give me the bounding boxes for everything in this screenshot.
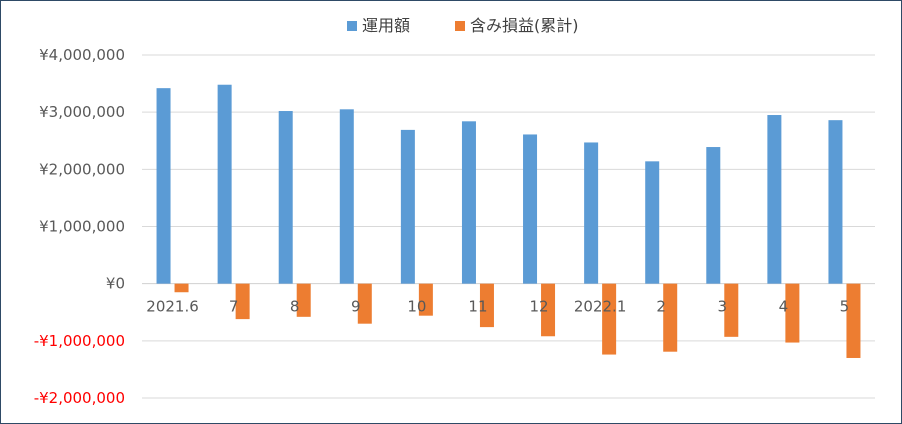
y-tick-label: -¥2,000,000 xyxy=(34,389,125,407)
x-category-label: 4 xyxy=(779,298,789,316)
y-tick-label: ¥4,000,000 xyxy=(39,46,125,64)
bar-fukumi-soneki xyxy=(479,283,494,328)
bar-fukumi-soneki xyxy=(663,283,678,352)
bar-fukumi-soneki xyxy=(846,283,861,358)
x-axis-categories: 2021.6 7 8 9 10 11 12 2022.1 2 3 4 5 xyxy=(146,298,849,316)
bar-unyougaku xyxy=(339,109,354,284)
bar-unyougaku xyxy=(278,111,293,284)
bar-unyougaku xyxy=(645,161,660,284)
x-category-label: 11 xyxy=(468,298,487,316)
bar-unyougaku xyxy=(217,84,232,284)
bar-fukumi-soneki xyxy=(602,283,617,355)
x-category-label: 7 xyxy=(229,298,239,316)
bar-fukumi-soneki xyxy=(357,283,372,324)
x-category-label: 8 xyxy=(290,298,300,316)
legend-label: 含み損益(累計) xyxy=(470,16,579,35)
bar-unyougaku xyxy=(156,88,171,284)
bar-fukumi-soneki xyxy=(235,283,250,320)
bar-unyougaku xyxy=(584,142,599,284)
bar-unyougaku xyxy=(828,120,843,284)
y-tick-label: ¥0 xyxy=(106,275,125,293)
x-category-label: 2022.1 xyxy=(574,298,627,316)
x-category-label: 2021.6 xyxy=(146,298,199,316)
bar-fukumi-soneki xyxy=(785,283,800,343)
bar-unyougaku xyxy=(400,129,415,284)
legend-swatch xyxy=(455,21,465,31)
bar-unyougaku xyxy=(461,121,476,284)
bar-fukumi-soneki xyxy=(541,283,556,337)
gridlines xyxy=(142,54,875,399)
y-tick-label: ¥2,000,000 xyxy=(39,160,125,178)
bars xyxy=(156,84,861,358)
y-tick-label: -¥1,000,000 xyxy=(34,332,125,350)
legend-swatch xyxy=(347,21,357,31)
x-category-label: 9 xyxy=(351,298,361,316)
bar-unyougaku xyxy=(767,115,782,284)
legend: 運用額 含み損益(累計) xyxy=(347,16,579,35)
y-tick-label: ¥3,000,000 xyxy=(39,103,125,121)
x-category-label: 5 xyxy=(840,298,850,316)
x-category-label: 12 xyxy=(529,298,548,316)
bar-unyougaku xyxy=(706,147,721,284)
bar-fukumi-soneki xyxy=(174,283,189,293)
x-category-label: 2 xyxy=(656,298,666,316)
bar-fukumi-soneki xyxy=(296,283,311,317)
x-category-label: 3 xyxy=(718,298,728,316)
legend-label: 運用額 xyxy=(362,16,410,35)
y-tick-label: ¥1,000,000 xyxy=(39,218,125,236)
bar-unyougaku xyxy=(523,134,538,284)
x-category-label: 10 xyxy=(407,298,426,316)
bar-fukumi-soneki xyxy=(724,283,739,337)
bar-fukumi-soneki xyxy=(418,283,433,316)
y-axis-ticks: ¥4,000,000 ¥3,000,000 ¥2,000,000 ¥1,000,000… xyxy=(34,46,125,407)
